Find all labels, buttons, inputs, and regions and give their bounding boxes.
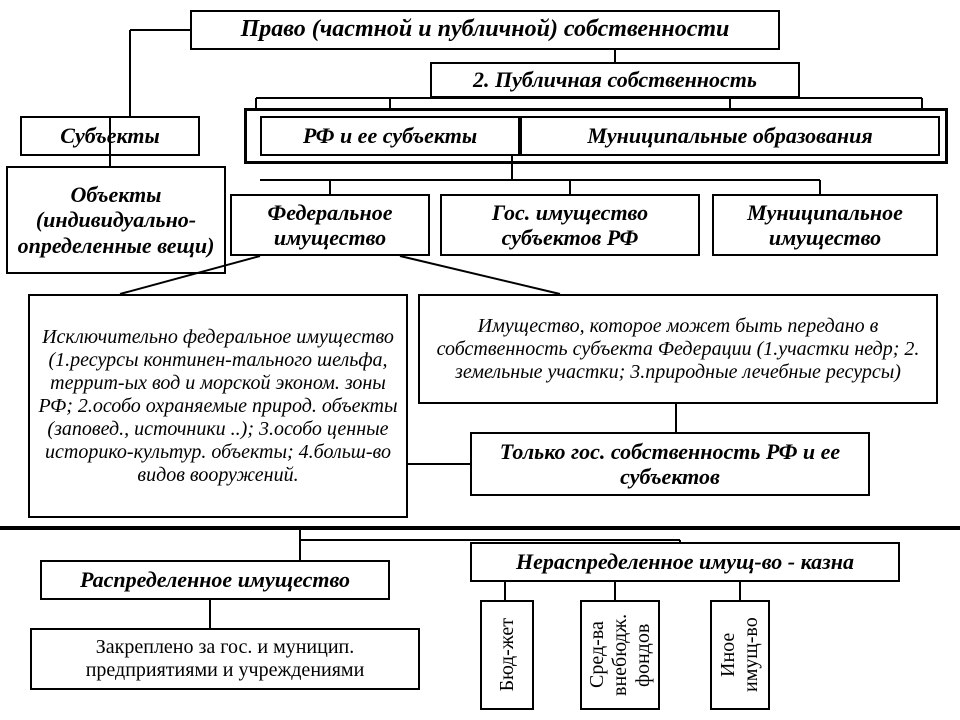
label: Муниципальное имущество <box>720 200 930 251</box>
node-exclusive-federal: Исключительно федеральное имущество (1.р… <box>28 294 408 518</box>
label: Закреплено за гос. и муницип. предприяти… <box>38 636 412 682</box>
node-other-property: Иное имущ-во <box>710 600 770 710</box>
label: Иное имущ-во <box>717 604 763 706</box>
node-allocated-property: Распределенное имущество <box>40 560 390 600</box>
node-subject-property: Гос. имущество субъектов РФ <box>440 194 700 256</box>
node-municipal-entities: Муниципальные образования <box>520 116 940 156</box>
node-budget: Бюд-жет <box>480 600 534 710</box>
label: Распределенное имущество <box>80 567 350 592</box>
label: Имущество, которое может быть передано в… <box>426 315 930 384</box>
label: Сред-ва внебюдж. фондов <box>586 604 655 706</box>
node-transferable-property: Имущество, которое может быть передано в… <box>418 294 938 404</box>
label: Муниципальные образования <box>587 123 872 148</box>
label: Только гос. собственность РФ и ее субъек… <box>478 439 862 490</box>
label: 2. Публичная собственность <box>473 67 757 92</box>
label: Субъекты <box>60 123 159 148</box>
label: РФ и ее субъекты <box>303 123 477 148</box>
node-municipal-property: Муниципальное имущество <box>712 194 938 256</box>
node-extrabudget-funds: Сред-ва внебюдж. фондов <box>580 600 660 710</box>
node-only-state-property: Только гос. собственность РФ и ее субъек… <box>470 432 870 496</box>
node-federal-property: Федеральное имущество <box>230 194 430 256</box>
label: Гос. имущество субъектов РФ <box>448 200 692 251</box>
label: Бюд-жет <box>496 618 519 691</box>
node-public-property: 2. Публичная собственность <box>430 62 800 98</box>
node-rf-subjects: РФ и ее субъекты <box>260 116 520 156</box>
label: Федеральное имущество <box>238 200 422 251</box>
node-unallocated-treasury: Нераспределенное имущ-во - казна <box>470 542 900 582</box>
node-assigned-to-orgs: Закреплено за гос. и муницип. предприяти… <box>30 628 420 690</box>
label: Объекты (индивидуально-определенные вещи… <box>14 182 218 258</box>
label: Право (частной и публичной) собственност… <box>241 16 730 44</box>
label: Нераспределенное имущ-во - казна <box>516 549 854 574</box>
node-subjects: Субъекты <box>20 116 200 156</box>
node-objects: Объекты (индивидуально-определенные вещи… <box>6 166 226 274</box>
label: Исключительно федеральное имущество (1.р… <box>36 326 400 487</box>
node-root-title: Право (частной и публичной) собственност… <box>190 10 780 50</box>
section-divider <box>0 526 960 530</box>
